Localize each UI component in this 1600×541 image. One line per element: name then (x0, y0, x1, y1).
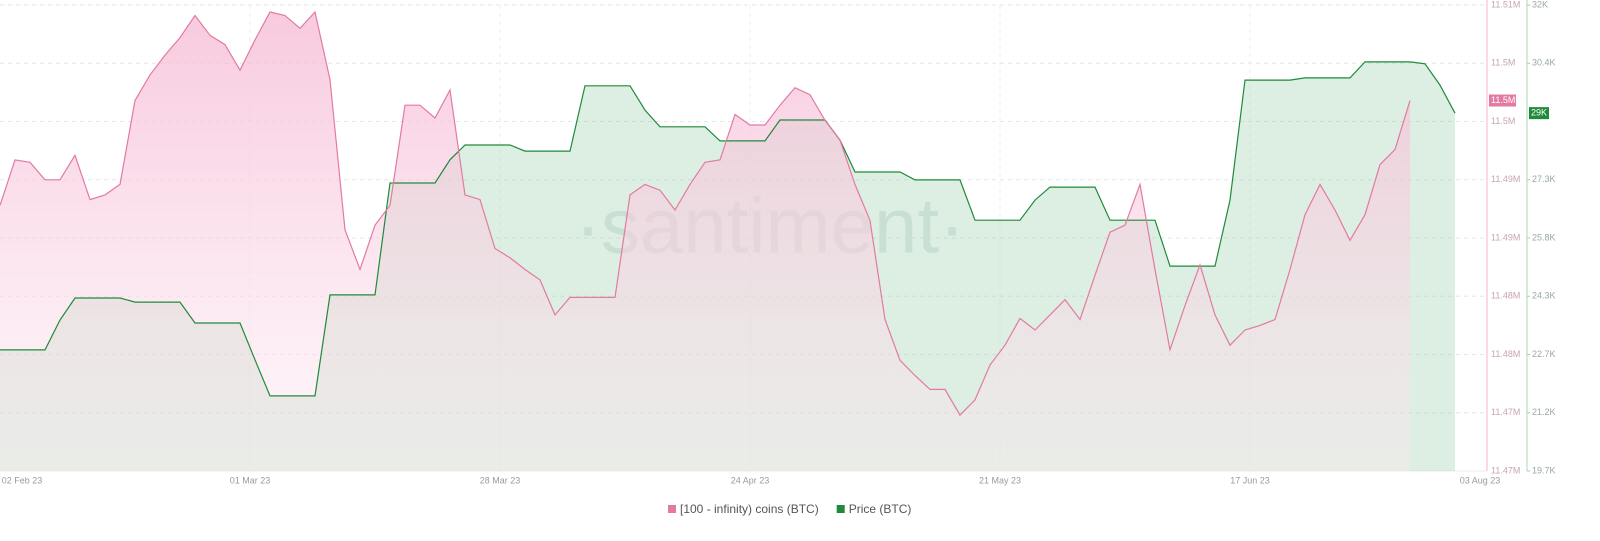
y2-tick-label: 19.7K (1532, 465, 1556, 475)
legend-swatch (668, 505, 676, 513)
x-tick-label: 24 Apr 23 (731, 475, 770, 485)
value-badge-label: 11.5M (1491, 95, 1515, 105)
y-tick-label: 11.51M (1491, 0, 1520, 9)
y2-tick-label: 30.4K (1532, 58, 1556, 68)
x-tick-label: 21 May 23 (979, 475, 1021, 485)
y-tick-label: 11.49M (1491, 174, 1520, 184)
y2-tick-label: 25.8K (1532, 232, 1556, 242)
y2-tick-label: 27.3K (1532, 174, 1556, 184)
y-tick-label: 11.5M (1491, 116, 1515, 126)
y-tick-label: 11.49M (1491, 232, 1520, 242)
legend-swatch (836, 505, 845, 513)
y-tick-label: 11.47M (1491, 407, 1520, 417)
x-tick-label: 17 Jun 23 (1230, 475, 1270, 485)
y2-tick-label: 24.3K (1532, 291, 1556, 301)
x-tick-label: 28 Mar 23 (480, 475, 521, 485)
area (0, 12, 1410, 471)
value-badge (1529, 107, 1549, 120)
value-badge-label: 29K (1531, 108, 1547, 118)
y-tick-label: 11.5M (1491, 58, 1515, 68)
y-tick-label: 11.47M (1491, 465, 1520, 475)
y2-tick-label: 22.7K (1532, 349, 1556, 359)
x-tick-label: 02 Feb 23 (2, 475, 43, 485)
legend-label: Price (BTC) (849, 502, 912, 516)
y2-tick-label: 21.2K (1532, 407, 1556, 417)
line (0, 10, 1411, 417)
x-tick-label: 01 Mar 23 (230, 475, 271, 485)
value-badge (1489, 94, 1516, 107)
legend: [100 - infinity) coins (BTC) Price (BTC) (668, 502, 911, 516)
y2-tick-label: 32K (1532, 0, 1548, 9)
line (0, 61, 1456, 397)
y-tick-label: 11.48M (1491, 291, 1520, 301)
x-tick-label: 03 Aug 23 (1460, 475, 1501, 485)
y-tick-label: 11.48M (1491, 349, 1520, 359)
legend-label: [100 - infinity) coins (BTC) (680, 502, 819, 516)
